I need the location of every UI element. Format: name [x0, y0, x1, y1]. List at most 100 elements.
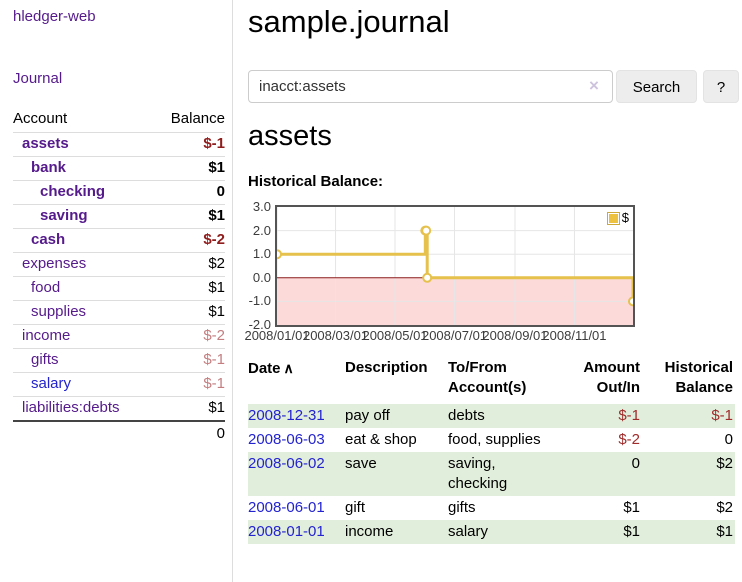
- accounts-list: assets $-1 bank $1 checking 0 saving $1 cash $-2 e…: [13, 132, 225, 420]
- account-row: liabilities:debts $1: [13, 396, 225, 420]
- transaction-date-link[interactable]: 2008-12-31: [248, 407, 325, 424]
- y-axis-tick-label: -2.0: [248, 317, 271, 332]
- account-balance: $-1: [203, 351, 225, 368]
- x-axis-tick-label: 2008/01/01: [244, 328, 310, 343]
- y-axis-tick-label: 1.0: [252, 246, 271, 262]
- account-link[interactable]: salary: [31, 375, 72, 392]
- account-balance: $-2: [203, 327, 225, 344]
- transaction-row: 2008-01-01 income salary $1 $1: [248, 520, 735, 544]
- y-axis-tick-label: 2.0: [252, 222, 271, 238]
- sidebar: hledger-web Journal Account Balance asse…: [0, 0, 233, 582]
- transaction-date-link[interactable]: 2008-06-02: [248, 455, 325, 472]
- legend-label: $: [621, 210, 629, 225]
- account-balance: $-2: [203, 231, 225, 248]
- account-balance: $-1: [203, 375, 225, 392]
- account-link[interactable]: bank: [31, 159, 67, 176]
- legend-swatch-icon: [606, 211, 620, 225]
- transaction-row: 2008-12-31 pay off debts $-1 $-1: [248, 404, 735, 428]
- register-header-row: Date ∧ Description To/From Account(s) Amo…: [248, 358, 735, 404]
- account-balance: $1: [208, 279, 225, 296]
- y-axis-tick-label: -1.0: [248, 293, 271, 309]
- account-link[interactable]: liabilities:debts: [22, 399, 120, 416]
- page-title: sample.journal: [248, 4, 450, 39]
- clear-search-icon[interactable]: ×: [589, 76, 599, 95]
- balance-column-header: Balance: [170, 110, 225, 127]
- search-button[interactable]: Search: [616, 70, 697, 103]
- x-axis-tick-label: 2008/09/01: [482, 328, 548, 343]
- transaction-description: save: [345, 452, 448, 496]
- account-link[interactable]: assets: [22, 135, 69, 152]
- transaction-amount: $1: [623, 499, 640, 516]
- transaction-row: 2008-06-02 save saving, checking 0 $2: [248, 452, 735, 496]
- account-row: income $-2: [13, 324, 225, 348]
- y-axis-tick-label: 3.0: [252, 199, 271, 214]
- account-balance: $1: [208, 207, 225, 224]
- transaction-row: 2008-06-01 gift gifts $1 $2: [248, 496, 735, 520]
- transaction-accounts: gifts: [448, 499, 476, 516]
- account-row: checking 0: [13, 180, 225, 204]
- sort-asc-icon: ∧: [283, 360, 294, 376]
- chart-plot-area: $: [275, 205, 635, 327]
- transaction-accounts: saving, checking: [448, 452, 558, 496]
- transaction-amount: $1: [558, 520, 642, 544]
- account-link[interactable]: checking: [40, 183, 106, 200]
- account-link[interactable]: supplies: [31, 303, 87, 320]
- account-link[interactable]: food: [31, 279, 61, 296]
- account-row: gifts $-1: [13, 348, 225, 372]
- account-row: food $1: [13, 276, 225, 300]
- account-row: cash $-2: [13, 228, 225, 252]
- account-row: saving $1: [13, 204, 225, 228]
- transaction-balance: 0: [724, 431, 733, 448]
- transaction-amount: 0: [558, 452, 642, 496]
- help-button[interactable]: ?: [703, 70, 739, 103]
- account-link[interactable]: cash: [31, 231, 66, 248]
- transaction-description: pay off: [345, 404, 448, 428]
- transaction-amount: $-2: [618, 431, 640, 448]
- account-row: supplies $1: [13, 300, 225, 324]
- account-link[interactable]: saving: [40, 207, 88, 224]
- x-axis-tick-label: 2008/03/01: [302, 328, 369, 343]
- transaction-date-link[interactable]: 2008-06-03: [248, 431, 325, 448]
- search-bar: × Search ?: [248, 70, 742, 103]
- account-balance: $2: [208, 255, 225, 272]
- account-balance: $1: [208, 303, 225, 320]
- historical-balance-chart: $ 3.0 2.0 1.0 0.0 -1.0 -2.0 2008/01/01 2008/03/…: [244, 0, 742, 348]
- transaction-description: gift: [345, 499, 366, 516]
- account-balance: $1: [208, 159, 225, 176]
- account-link[interactable]: income: [22, 327, 71, 344]
- transaction-description: eat & shop: [345, 431, 417, 448]
- main-content: sample.journal × Search ? assets Histori…: [244, 0, 742, 582]
- account-link[interactable]: expenses: [22, 255, 87, 272]
- description-column-header: Description: [345, 359, 428, 376]
- account-column-header: Account: [13, 110, 68, 127]
- account-row: expenses $2: [13, 252, 225, 276]
- transaction-balance: $2: [716, 499, 733, 516]
- transaction-accounts: debts: [448, 404, 558, 428]
- chart-title: Historical Balance:: [248, 173, 384, 190]
- transaction-row: 2008-06-03 eat & shop food, supplies $-2 0: [248, 428, 735, 452]
- account-row: bank $1: [13, 156, 225, 180]
- transaction-amount: $-1: [558, 404, 642, 428]
- sidebar-item-journal[interactable]: Journal: [13, 70, 63, 87]
- accounts-table: Account Balance assets $-1 bank $1 checking 0…: [13, 106, 225, 446]
- app-title-link[interactable]: hledger-web: [13, 8, 96, 25]
- transaction-date-link[interactable]: 2008-06-01: [248, 499, 325, 516]
- search-input[interactable]: [248, 70, 613, 103]
- transaction-balance: $2: [642, 452, 735, 496]
- account-balance: $1: [208, 399, 225, 416]
- transaction-date-link[interactable]: 2008-01-01: [248, 523, 325, 540]
- transaction-accounts: food, supplies: [448, 431, 541, 448]
- tofrom-column-header: To/From Account(s): [448, 359, 527, 396]
- x-axis-tick-label: 2008/11/01: [542, 328, 607, 343]
- accounts-table-header: Account Balance: [13, 106, 225, 132]
- chart-legend: $: [605, 210, 630, 226]
- date-header-label: Date: [248, 360, 281, 377]
- balance-column-header: Historical Balance: [664, 359, 733, 396]
- date-column-header[interactable]: Date ∧: [248, 358, 345, 404]
- transaction-balance: $-1: [642, 404, 735, 428]
- account-balance: 0: [216, 183, 225, 200]
- account-link[interactable]: gifts: [31, 351, 59, 368]
- accounts-total-value: 0: [216, 425, 225, 442]
- account-balance: $-1: [203, 135, 225, 152]
- register-table: Date ∧ Description To/From Account(s) Amo…: [248, 358, 735, 544]
